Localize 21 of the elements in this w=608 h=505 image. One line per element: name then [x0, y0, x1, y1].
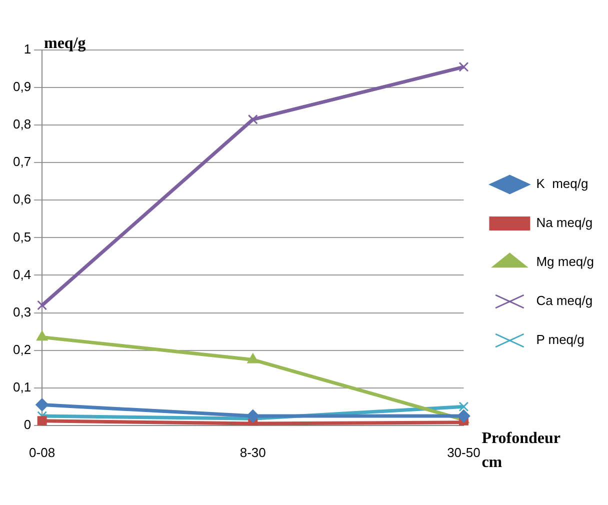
y-axis-title: meq/g [44, 35, 86, 52]
y-tick-label: 0 [24, 416, 32, 432]
y-tick-label: 0,5 [12, 229, 32, 244]
x-tick-label: 8-30 [240, 444, 266, 460]
x-axis-title: Profondeur cm [482, 430, 561, 471]
legend-label: Ca meq/g [536, 293, 593, 308]
x-tick-label: 30-50 [447, 444, 480, 460]
y-tick-label: 1 [24, 42, 32, 57]
y-tick-label: 0,1 [12, 379, 32, 394]
y-tick-label: 0,7 [12, 154, 32, 170]
y-tick-label: 0,6 [12, 192, 32, 207]
y-tick-label: 0,3 [12, 304, 32, 320]
y-tick-label: 0,9 [12, 79, 32, 94]
x-tick-label: 0-08 [29, 444, 56, 460]
legend-label: Mg meq/g [536, 254, 594, 270]
legend-label: Na meq/g [536, 215, 593, 230]
y-tick-label: 0,8 [12, 116, 32, 132]
legend-label: K meq/g [536, 176, 588, 192]
y-tick-label: 0,2 [12, 342, 32, 357]
y-tick-label: 0,4 [12, 266, 32, 282]
legend-label: P meq/g [536, 332, 584, 348]
